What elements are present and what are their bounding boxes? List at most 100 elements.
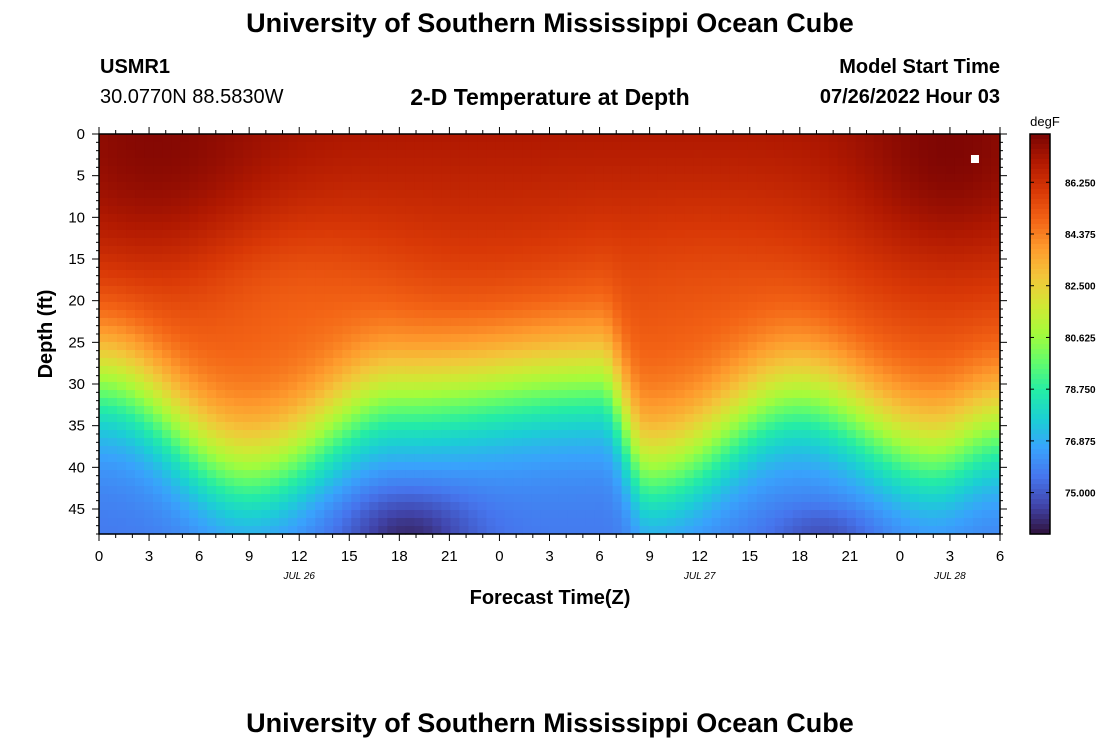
- heatmap-cell: [117, 310, 127, 319]
- heatmap-cell: [414, 510, 424, 519]
- heatmap-cell: [828, 438, 839, 447]
- heatmap-cell: [270, 414, 280, 423]
- heatmap-cell: [225, 278, 235, 287]
- heatmap-cell: [648, 190, 659, 199]
- heatmap-cell: [747, 342, 758, 351]
- heatmap-cell: [171, 390, 181, 399]
- heatmap-cell: [684, 414, 695, 423]
- heatmap-cell: [153, 214, 163, 223]
- heatmap-cell: [396, 270, 406, 279]
- heatmap-cell: [180, 438, 190, 447]
- heatmap-cell: [783, 302, 794, 311]
- heatmap-cell: [558, 326, 569, 335]
- heatmap-cell: [387, 294, 397, 303]
- heatmap-cell: [387, 518, 397, 527]
- heatmap-cell: [306, 422, 316, 431]
- heatmap-cell: [612, 230, 623, 239]
- heatmap-cell: [333, 326, 343, 335]
- heatmap-cell: [279, 502, 289, 511]
- heatmap-cell: [396, 294, 406, 303]
- heatmap-cell: [801, 334, 812, 343]
- heatmap-cell: [297, 478, 307, 487]
- heatmap-cell: [918, 270, 929, 279]
- heatmap-cell: [261, 198, 271, 207]
- heatmap-cell: [225, 294, 235, 303]
- heatmap-cell: [486, 478, 497, 487]
- heatmap-cell: [441, 494, 451, 503]
- heatmap-cell: [918, 374, 929, 383]
- heatmap-cell: [513, 142, 524, 151]
- heatmap-cell: [666, 206, 677, 215]
- heatmap-cell: [441, 166, 451, 175]
- heatmap-cell: [684, 246, 695, 255]
- heatmap-cell: [954, 486, 965, 495]
- heatmap-cell: [135, 150, 145, 159]
- heatmap-cell: [378, 238, 388, 247]
- heatmap-cell: [918, 166, 929, 175]
- heatmap-cell: [441, 486, 451, 495]
- heatmap-cell: [693, 206, 704, 215]
- heatmap-cell: [531, 270, 542, 279]
- heatmap-cell: [648, 406, 659, 415]
- heatmap-cell: [387, 438, 397, 447]
- heatmap-cell: [333, 430, 343, 439]
- heatmap-cell: [702, 406, 713, 415]
- heatmap-cell: [810, 462, 821, 471]
- heatmap-cell: [99, 414, 109, 423]
- heatmap-cell: [666, 478, 677, 487]
- heatmap-cell: [855, 302, 866, 311]
- heatmap-cell: [684, 214, 695, 223]
- heatmap-cell: [558, 190, 569, 199]
- heatmap-cell: [666, 310, 677, 319]
- heatmap-cell: [918, 494, 929, 503]
- heatmap-cell: [234, 366, 244, 375]
- heatmap-cell: [801, 246, 812, 255]
- heatmap-cell: [99, 422, 109, 431]
- heatmap-cell: [621, 318, 632, 327]
- heatmap-cell: [162, 166, 172, 175]
- heatmap-cell: [873, 390, 884, 399]
- heatmap-cell: [135, 206, 145, 215]
- heatmap-cell: [432, 374, 442, 383]
- heatmap-cell: [513, 470, 524, 479]
- heatmap-cell: [936, 174, 947, 183]
- heatmap-cell: [630, 262, 641, 271]
- heatmap-cell: [963, 158, 974, 167]
- heatmap-cell: [432, 390, 442, 399]
- heatmap-cell: [720, 486, 731, 495]
- heatmap-cell: [648, 382, 659, 391]
- heatmap-cell: [333, 334, 343, 343]
- heatmap-cell: [243, 526, 253, 535]
- heatmap-cell: [900, 510, 911, 519]
- heatmap-cell: [693, 462, 704, 471]
- heatmap-cell: [873, 398, 884, 407]
- heatmap-cell: [747, 486, 758, 495]
- heatmap-cell: [900, 422, 911, 431]
- heatmap-cell: [675, 438, 686, 447]
- heatmap-cell: [747, 214, 758, 223]
- heatmap-cell: [873, 462, 884, 471]
- heatmap-cell: [117, 454, 127, 463]
- heatmap-cell: [153, 470, 163, 479]
- heatmap-cell: [981, 350, 992, 359]
- heatmap-cell: [315, 158, 325, 167]
- heatmap-cell: [990, 342, 1001, 351]
- heatmap-cell: [828, 190, 839, 199]
- heatmap-cell: [666, 326, 677, 335]
- heatmap-cell: [162, 374, 172, 383]
- heatmap-cell: [603, 518, 614, 527]
- heatmap-cell: [630, 222, 641, 231]
- heatmap-cell: [522, 358, 533, 367]
- heatmap-cell: [954, 342, 965, 351]
- heatmap-cell: [810, 214, 821, 223]
- heatmap-cell: [189, 510, 199, 519]
- heatmap-cell: [540, 406, 551, 415]
- heatmap-cell: [882, 366, 893, 375]
- heatmap-cell: [621, 294, 632, 303]
- heatmap-cell: [252, 470, 262, 479]
- heatmap-cell: [549, 502, 560, 511]
- heatmap-cell: [504, 206, 515, 215]
- heatmap-cell: [171, 326, 181, 335]
- heatmap-cell: [927, 406, 938, 415]
- heatmap-cell: [99, 430, 109, 439]
